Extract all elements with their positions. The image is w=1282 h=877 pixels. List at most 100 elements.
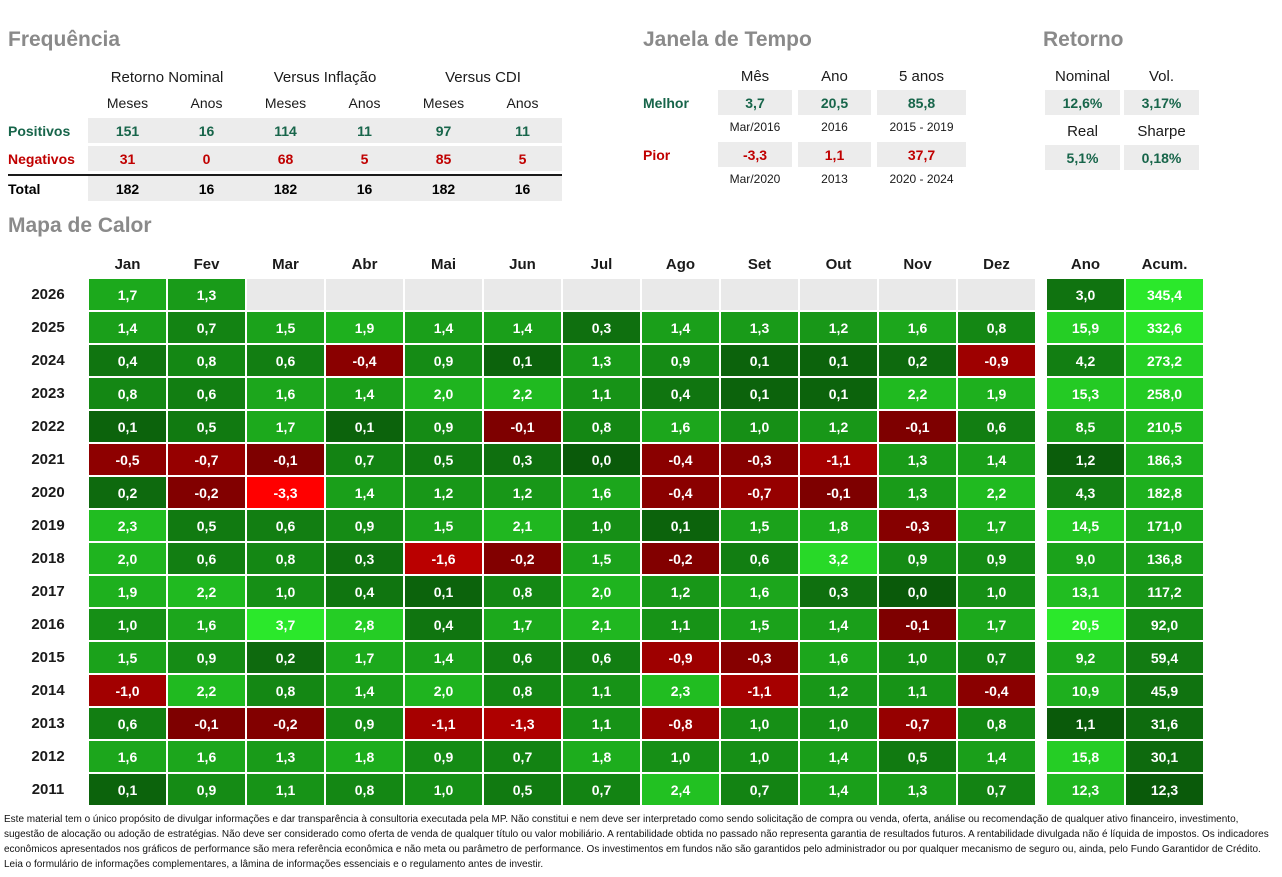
heatmap-cell: 0,1 xyxy=(405,576,482,607)
heatmap-cell: 1,4 xyxy=(326,477,403,508)
heatmap-cell: -0,4 xyxy=(642,444,719,475)
real-value: 5,1% xyxy=(1045,145,1120,170)
heatmap-ano-cell: 8,5 xyxy=(1047,411,1124,442)
heatmap-month-header: Jul xyxy=(590,255,613,273)
frequency-value-cell: 16 xyxy=(167,174,246,201)
heatmap-cell: 2,8 xyxy=(326,609,403,640)
heatmap-year-label: 2014 xyxy=(31,682,65,699)
heatmap-cell: 1,3 xyxy=(168,279,245,310)
heatmap-cell: 0,6 xyxy=(89,708,166,739)
heatmap-year-label: 2025 xyxy=(31,319,65,336)
heatmap-cell: 0,6 xyxy=(958,411,1035,442)
frequency-value-cell: 151 xyxy=(88,118,167,143)
frequency-title: Frequência xyxy=(8,28,121,51)
heatmap-cell: 1,7 xyxy=(958,609,1035,640)
heatmap-ano-cell: 12,3 xyxy=(1047,774,1124,805)
frequency-corner xyxy=(8,91,88,115)
frequency-value-cell: 97 xyxy=(404,118,483,143)
frequency-value-cell: 11 xyxy=(483,118,562,143)
time-window-header: Mês xyxy=(740,68,770,85)
heatmap-cell: 0,6 xyxy=(247,345,324,376)
frequency-group-header: Retorno Nominal xyxy=(110,69,224,86)
real-header: Real xyxy=(1067,123,1098,140)
heatmap-cell: -0,9 xyxy=(958,345,1035,376)
spacer xyxy=(643,117,715,140)
heatmap-cell xyxy=(958,279,1035,310)
heatmap-cell xyxy=(800,279,877,310)
heatmap-year-label: 2016 xyxy=(31,616,65,633)
heatmap-cell: 1,4 xyxy=(326,675,403,706)
heatmap-year-label: 2012 xyxy=(31,748,65,765)
heatmap-cell: 0,9 xyxy=(168,642,245,673)
heatmap-year-label: 2026 xyxy=(31,286,65,303)
heatmap-cell: 0,6 xyxy=(484,642,561,673)
best-row-label: Melhor xyxy=(643,94,689,111)
best-5y-period: 2015 - 2019 xyxy=(889,120,954,134)
heatmap-cell: 0,2 xyxy=(247,642,324,673)
heatmap-cell: 0,7 xyxy=(168,312,245,343)
heatmap-cell: 2,4 xyxy=(642,774,719,805)
heatmap-extra-header: Ano xyxy=(1070,255,1101,273)
heatmap-cell: 1,0 xyxy=(642,741,719,772)
heatmap-year-label: 2011 xyxy=(31,781,65,798)
heatmap-cell: 0,9 xyxy=(168,774,245,805)
heatmap-cell: 0,0 xyxy=(879,576,956,607)
heatmap-cell: 0,1 xyxy=(89,774,166,805)
heatmap-extra-header: Acum. xyxy=(1141,255,1188,273)
heatmap-cell: 2,3 xyxy=(89,510,166,541)
heatmap-cell: 0,1 xyxy=(721,378,798,409)
time-window-header: Ano xyxy=(821,68,848,85)
heatmap-cell: 0,9 xyxy=(326,510,403,541)
heatmap-cell: 2,0 xyxy=(405,378,482,409)
heatmap-cell: -1,0 xyxy=(89,675,166,706)
frequency-group-header: Versus CDI xyxy=(445,69,521,86)
frequency-value-cell: 85 xyxy=(404,146,483,171)
heatmap-cell: 1,6 xyxy=(642,411,719,442)
heatmap-gap xyxy=(1036,250,1046,278)
heatmap-cell: -0,4 xyxy=(326,345,403,376)
heatmap-cell: 0,1 xyxy=(800,345,877,376)
heatmap-ano-cell: 15,8 xyxy=(1047,741,1124,772)
heatmap-gap xyxy=(1036,410,1046,443)
heatmap-cell: 1,5 xyxy=(721,609,798,640)
frequency-value-cell: 31 xyxy=(88,146,167,171)
heatmap-cell: 1,9 xyxy=(958,378,1035,409)
disclaimer: Este material tem o único propósito de d… xyxy=(4,812,1278,872)
heatmap-cell: 0,7 xyxy=(958,642,1035,673)
heatmap-cell xyxy=(721,279,798,310)
frequency-value-cell: 16 xyxy=(167,118,246,143)
worst-row-label: Pior xyxy=(643,146,671,163)
heatmap-cell: 0,5 xyxy=(879,741,956,772)
heatmap-year-label: 2013 xyxy=(31,715,65,732)
heatmap-gap xyxy=(1036,443,1046,476)
heatmap-cell: 0,5 xyxy=(484,774,561,805)
heatmap-cell: 0,8 xyxy=(247,543,324,574)
frequency-value-cell: 182 xyxy=(88,174,167,201)
heatmap-cell: 0,9 xyxy=(642,345,719,376)
heatmap-cell: 1,5 xyxy=(89,642,166,673)
heatmap-cell: 0,8 xyxy=(484,675,561,706)
heatmap-cell: 1,2 xyxy=(800,411,877,442)
frequency-column-header: Anos xyxy=(348,95,381,111)
heatmap-cell: -0,8 xyxy=(642,708,719,739)
heatmap-gap xyxy=(1036,377,1046,410)
heatmap-cell: 1,8 xyxy=(326,741,403,772)
heatmap-cell: 0,1 xyxy=(642,510,719,541)
spacer xyxy=(643,169,715,192)
heatmap-month-header: Jun xyxy=(509,255,536,273)
heatmap-cell: 1,4 xyxy=(484,312,561,343)
heatmap-ano-cell: 14,5 xyxy=(1047,510,1124,541)
heatmap-cell: -0,5 xyxy=(89,444,166,475)
heatmap-cell: -0,7 xyxy=(168,444,245,475)
heatmap-cell: -0,1 xyxy=(879,411,956,442)
heatmap-cell: 0,1 xyxy=(484,345,561,376)
heatmap-cell: -1,1 xyxy=(800,444,877,475)
heatmap-cell: 2,1 xyxy=(484,510,561,541)
heatmap-cell: 2,0 xyxy=(89,543,166,574)
heatmap-cell: 1,0 xyxy=(721,411,798,442)
frequency-table: Retorno Nominal Versus Inflação Versus C… xyxy=(8,64,562,201)
heatmap-acum-cell: 273,2 xyxy=(1126,345,1203,376)
heatmap-cell: 1,6 xyxy=(168,741,245,772)
heatmap-gap xyxy=(1036,542,1046,575)
